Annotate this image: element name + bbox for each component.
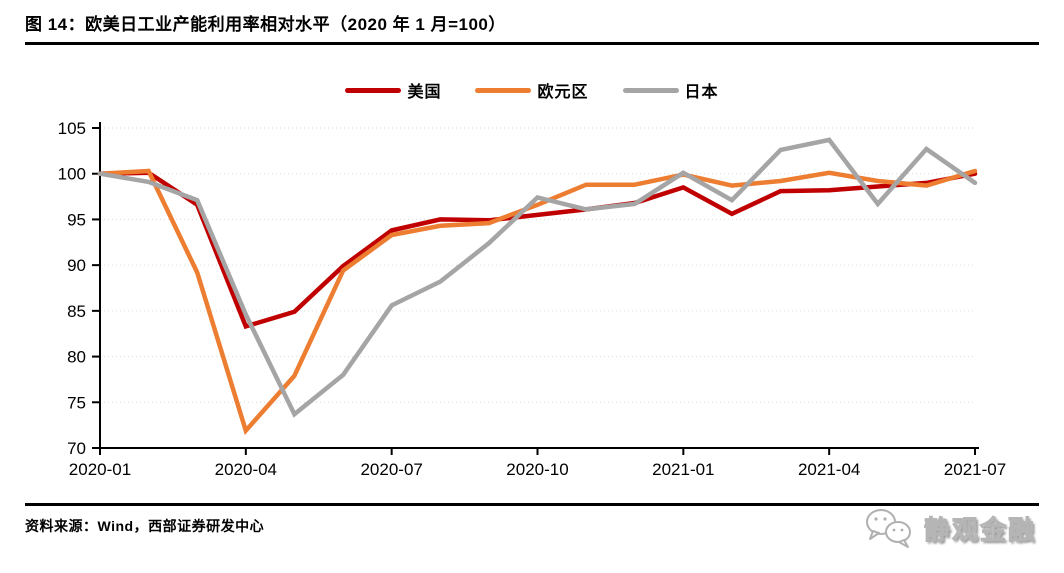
- x-tick-label-6: 2021-07: [944, 460, 1006, 479]
- legend-item-1: 欧元区: [475, 78, 588, 102]
- series-line-0: [97, 170, 978, 330]
- series-line-2: [97, 137, 978, 418]
- x-tick-label-1: 2020-04: [215, 460, 277, 479]
- x-tick-label-0: 2020-01: [69, 460, 131, 479]
- legend-swatch-0: [345, 87, 402, 93]
- series-line-1: [97, 168, 978, 436]
- wechat-icon: [865, 509, 911, 548]
- legend: 美国 欧元区 日本: [0, 78, 1064, 102]
- x-tick-label-4: 2021-01: [652, 460, 714, 479]
- legend-item-0: 美国: [345, 78, 441, 102]
- brand-logo-text: 静观金融: [923, 514, 1036, 545]
- legend-swatch-1: [475, 87, 532, 93]
- x-tick-label-3: 2020-10: [506, 460, 568, 479]
- y-tick-label-90: 90: [67, 256, 86, 275]
- legend-item-2: 日本: [622, 78, 719, 102]
- legend-label-2: 日本: [684, 84, 719, 101]
- chart-title: 图 14：欧美日工业产能利用率相对水平（2020 年 1 月=100）: [25, 15, 506, 34]
- y-tick-label-75: 75: [67, 393, 86, 412]
- y-tick-label-70: 70: [67, 439, 86, 458]
- y-tick-label-85: 85: [67, 302, 86, 321]
- x-tick-label-2: 2020-07: [360, 460, 422, 479]
- y-tick-label-95: 95: [67, 210, 86, 229]
- y-tick-label-100: 100: [58, 165, 86, 184]
- y-tick-label-80: 80: [67, 348, 86, 367]
- legend-label-0: 美国: [407, 84, 442, 101]
- y-tick-label-105: 105: [58, 119, 86, 138]
- x-tick-label-5: 2021-04: [798, 460, 860, 479]
- legend-swatch-2: [622, 87, 679, 93]
- top-divider: [25, 42, 1039, 45]
- bottom-divider: [25, 503, 1039, 506]
- legend-label-1: 欧元区: [537, 84, 589, 101]
- line-chart: 70 75 80 85 90 95 100 105 2020-01 2020-04 2020-07 2…: [58, 119, 1007, 479]
- brand-logo: 静观金融: [864, 502, 1036, 554]
- source-note: 资料来源：Wind，西部证券研发中心: [25, 518, 265, 534]
